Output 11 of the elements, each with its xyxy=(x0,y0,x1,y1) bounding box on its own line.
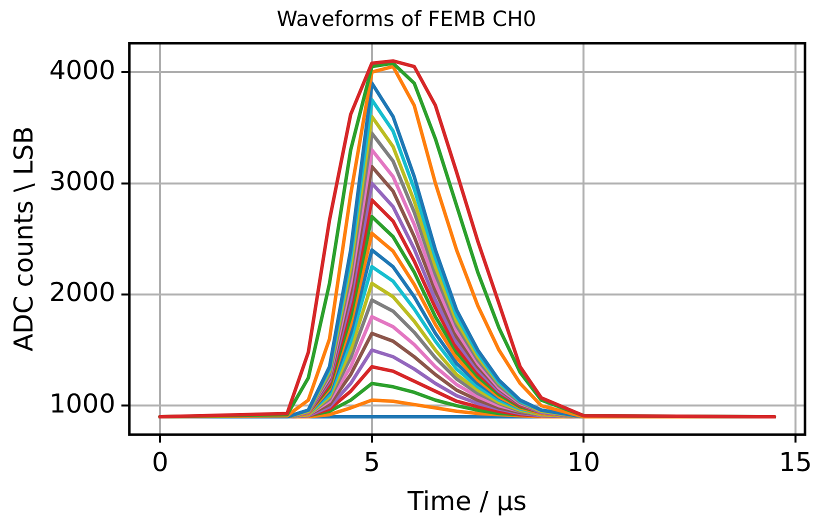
x-tick-label: 15 xyxy=(778,448,812,478)
y-tick-label: 2000 xyxy=(49,278,116,308)
x-tick-label: 5 xyxy=(364,448,380,478)
y-tick-label: 1000 xyxy=(49,389,116,420)
y-tick-label: 4000 xyxy=(49,56,116,86)
x-tick-label: 0 xyxy=(152,448,168,478)
x-axis-title: Time / μs xyxy=(406,487,527,518)
chart-title: Waveforms of FEMB CH0 xyxy=(276,7,536,32)
y-axis-title: ADC counts \ LSB xyxy=(9,126,40,352)
x-tick-label: 10 xyxy=(567,448,600,478)
y-tick-label: 3000 xyxy=(49,167,116,198)
